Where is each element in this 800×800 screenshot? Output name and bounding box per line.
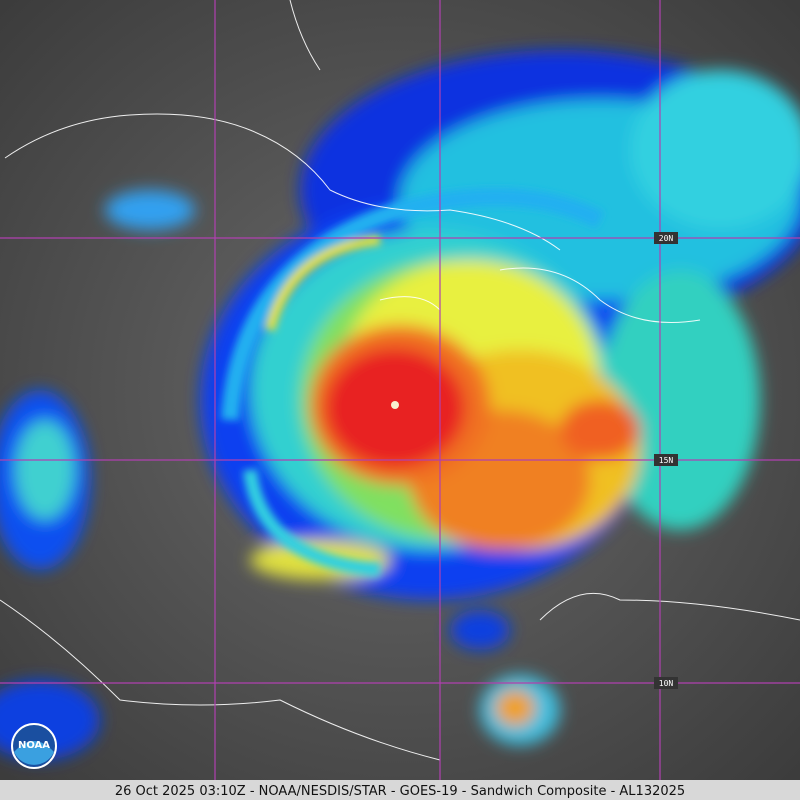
spiral-bands <box>221 188 605 577</box>
cloud-field <box>0 50 800 760</box>
noaa-logo: NOAA <box>11 723 57 769</box>
footer-caption: 26 Oct 2025 03:10Z - NOAA/NESDIS/STAR - … <box>115 784 685 799</box>
latitude-label: 15N <box>659 456 674 465</box>
latitude-label: 10N <box>659 679 674 688</box>
coastlines <box>0 0 800 761</box>
label-box <box>654 232 678 244</box>
latitude-label: 20N <box>659 234 674 243</box>
footer-bar <box>0 780 800 800</box>
label-box <box>654 454 678 466</box>
label-box <box>654 677 678 689</box>
logo-text: NOAA <box>18 740 50 751</box>
hurricane-eye <box>391 401 399 409</box>
